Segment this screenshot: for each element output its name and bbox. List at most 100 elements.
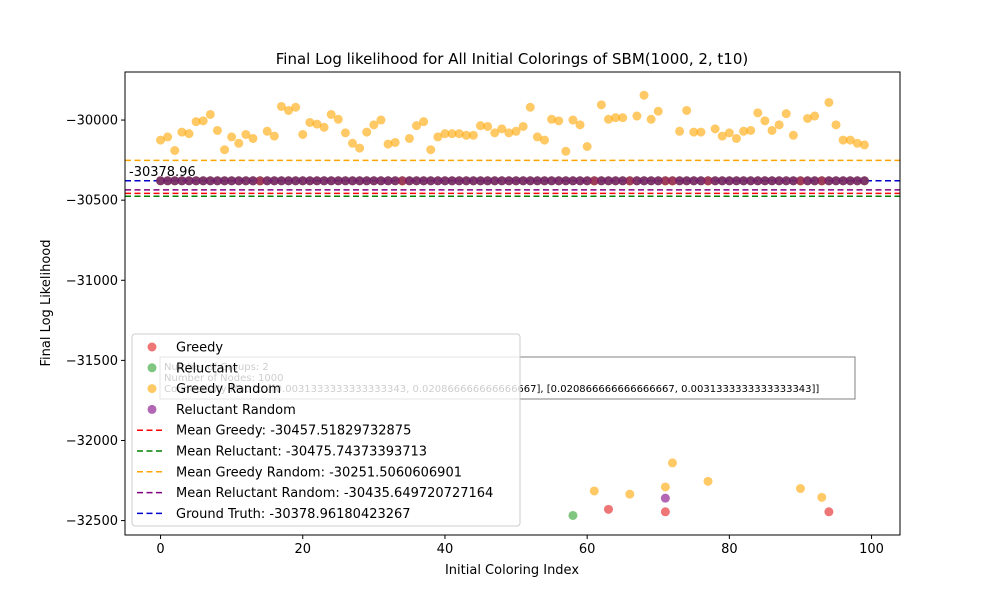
legend-marker (147, 342, 157, 352)
data-point (340, 176, 350, 186)
data-points (156, 90, 869, 520)
data-point (262, 176, 272, 186)
data-point (276, 176, 286, 186)
plot-frame (124, 71, 901, 536)
data-point (348, 138, 358, 148)
legend-label: Ground Truth: -30378.96180423267 (176, 507, 411, 522)
data-point (177, 127, 187, 137)
data-point (298, 129, 308, 139)
legend-label: Reluctant (176, 361, 238, 376)
data-point (603, 114, 613, 124)
data-point (468, 130, 478, 140)
data-point (625, 176, 635, 186)
data-point (603, 504, 613, 514)
data-point (404, 133, 414, 143)
y-tick-label: −31000 (66, 274, 118, 289)
data-point (404, 176, 414, 186)
data-point (653, 176, 663, 186)
data-point (717, 176, 727, 186)
data-point (824, 507, 834, 517)
data-point (660, 493, 670, 503)
x-tick-label: 100 (859, 542, 884, 557)
data-point (532, 132, 542, 142)
data-point (554, 116, 564, 126)
data-point (177, 176, 187, 186)
data-point (568, 510, 578, 520)
data-point (561, 146, 571, 156)
data-point (198, 116, 208, 126)
legend-marker (147, 404, 157, 414)
data-point (539, 176, 549, 186)
data-point (390, 137, 400, 147)
data-point (248, 176, 258, 186)
data-point (269, 176, 279, 186)
data-point (291, 176, 301, 186)
data-point (611, 113, 621, 123)
data-point (831, 176, 841, 186)
legend-label: Mean Greedy: -30457.51829732875 (176, 424, 411, 439)
x-tick-label: 60 (579, 542, 596, 557)
data-point (312, 119, 322, 129)
data-point (696, 127, 706, 137)
data-point (824, 97, 834, 107)
data-point (284, 105, 294, 115)
data-point (532, 176, 542, 186)
data-point (369, 120, 379, 130)
legend-frame (131, 333, 521, 527)
data-point (660, 482, 670, 492)
data-point (504, 176, 514, 186)
data-point (625, 489, 635, 499)
y-tick-label: −30000 (66, 114, 118, 129)
data-point (589, 486, 599, 496)
data-point (447, 129, 457, 139)
data-point (234, 138, 244, 148)
data-point (433, 176, 443, 186)
data-point (298, 176, 308, 186)
data-point (483, 121, 493, 131)
data-point (675, 126, 685, 136)
data-point (824, 176, 834, 186)
data-point (589, 176, 599, 186)
data-point (710, 176, 720, 186)
data-point (220, 145, 230, 155)
data-point (632, 176, 642, 186)
data-point (163, 176, 173, 186)
data-point (390, 176, 400, 186)
data-point (170, 176, 180, 186)
data-point (859, 140, 869, 150)
data-point (156, 135, 166, 145)
data-point (248, 133, 258, 143)
legend-label: Mean Reluctant: -30475.74373393713 (176, 445, 427, 460)
data-point (227, 176, 237, 186)
y-tick-label: −32000 (66, 434, 118, 449)
data-point (191, 117, 201, 127)
data-point (490, 176, 500, 186)
data-point (355, 143, 365, 153)
data-point (603, 176, 613, 186)
data-point (184, 129, 194, 139)
data-point (241, 176, 251, 186)
data-point (817, 492, 827, 502)
data-point (504, 128, 514, 138)
data-point (426, 145, 436, 155)
data-point (596, 176, 606, 186)
data-point (369, 176, 379, 186)
data-point (483, 176, 493, 186)
data-point (319, 122, 329, 132)
data-point (774, 176, 784, 186)
data-point (276, 101, 286, 111)
data-point (632, 111, 642, 121)
data-point (497, 176, 507, 186)
data-point (376, 115, 386, 125)
data-point (419, 176, 429, 186)
data-point (731, 133, 741, 143)
data-point (788, 176, 798, 186)
data-point (518, 176, 528, 186)
data-point (803, 113, 813, 123)
data-point (803, 176, 813, 186)
data-point (724, 176, 734, 186)
data-point (383, 176, 393, 186)
legend-label: Greedy (176, 341, 223, 356)
data-point (561, 176, 571, 186)
data-point (667, 458, 677, 468)
